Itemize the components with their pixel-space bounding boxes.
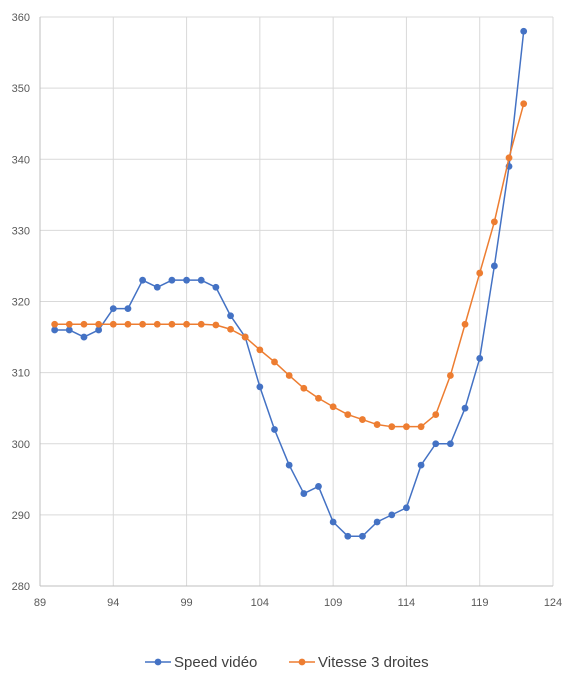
- data-point-speed-video: [183, 276, 190, 284]
- data-point-speed-video: [256, 383, 264, 391]
- data-point-vitesse-3-droites: [168, 320, 176, 328]
- data-point-speed-video: [388, 511, 396, 519]
- y-tick-label: 310: [12, 368, 30, 380]
- data-point-vitesse-3-droites: [432, 411, 440, 418]
- data-point-vitesse-3-droites: [461, 320, 469, 328]
- data-point-speed-video: [359, 532, 366, 540]
- data-point-speed-video: [285, 461, 293, 469]
- data-point-vitesse-3-droites: [359, 416, 366, 423]
- data-point-speed-video: [315, 483, 322, 490]
- series-vitesse-3-droites: [51, 100, 528, 431]
- data-point-speed-video: [432, 440, 440, 448]
- data-point-speed-video: [461, 404, 469, 412]
- data-point-vitesse-3-droites: [403, 423, 410, 431]
- y-tick-label: 290: [12, 510, 30, 522]
- data-point-vitesse-3-droites: [241, 333, 249, 341]
- legend-marker-vitesse-3-droites: [298, 658, 306, 666]
- data-point-vitesse-3-droites: [388, 423, 396, 431]
- data-point-vitesse-3-droites: [476, 269, 484, 277]
- axes: 280 290 300 310 320 330 340 350 360 89 94 99 104 109 1…: [12, 12, 563, 609]
- legend-item-vitesse-3-droites: Vitesse 3 droites: [289, 654, 429, 671]
- data-point-speed-video: [51, 326, 59, 334]
- data-point-speed-video: [153, 283, 161, 291]
- series-speed-video: [51, 27, 528, 540]
- x-tick-label: 109: [324, 597, 342, 609]
- series-layer: [51, 27, 528, 540]
- y-tick-label: 350: [12, 83, 30, 95]
- data-point-vitesse-3-droites: [447, 372, 454, 379]
- legend-label-speed-video: Speed vidéo: [174, 654, 257, 671]
- series-line-speed-video: [54, 31, 525, 537]
- data-point-speed-video: [344, 532, 352, 540]
- data-point-speed-video: [271, 426, 278, 433]
- x-tick-label: 94: [107, 597, 119, 609]
- data-point-vitesse-3-droites: [95, 320, 103, 328]
- data-point-vitesse-3-droites: [520, 100, 528, 108]
- data-point-vitesse-3-droites: [285, 372, 293, 379]
- data-point-vitesse-3-droites: [65, 320, 73, 328]
- data-point-speed-video: [329, 518, 337, 526]
- data-point-speed-video: [227, 312, 234, 320]
- data-point-speed-video: [447, 440, 454, 448]
- data-point-vitesse-3-droites: [300, 384, 308, 392]
- x-tick-label: 99: [180, 597, 192, 609]
- data-point-speed-video: [476, 355, 484, 362]
- data-point-vitesse-3-droites: [373, 421, 381, 428]
- legend: Speed vidéo Vitesse 3 droites: [145, 654, 429, 671]
- legend-item-speed-video: Speed vidéo: [145, 654, 257, 671]
- data-point-vitesse-3-droites: [315, 394, 322, 402]
- data-point-speed-video: [124, 305, 132, 313]
- data-point-vitesse-3-droites: [329, 403, 337, 411]
- x-tick-label: 89: [34, 597, 46, 609]
- data-point-speed-video: [109, 305, 117, 313]
- data-point-vitesse-3-droites: [124, 320, 132, 328]
- data-point-vitesse-3-droites: [153, 320, 161, 328]
- data-point-speed-video: [403, 504, 410, 512]
- x-tick-label: 104: [251, 597, 269, 609]
- data-point-vitesse-3-droites: [212, 321, 220, 329]
- gridlines: [39, 16, 554, 587]
- data-point-speed-video: [168, 276, 176, 284]
- data-point-vitesse-3-droites: [80, 320, 88, 328]
- y-tick-label: 340: [12, 154, 30, 166]
- x-tick-label: 114: [398, 597, 416, 609]
- data-point-speed-video: [80, 333, 88, 341]
- data-point-speed-video: [95, 326, 103, 334]
- data-point-speed-video: [520, 27, 528, 35]
- data-point-vitesse-3-droites: [109, 320, 117, 328]
- x-tick-label: 124: [544, 597, 562, 609]
- data-point-vitesse-3-droites: [227, 325, 234, 333]
- data-point-speed-video: [417, 461, 425, 469]
- data-point-speed-video: [197, 276, 205, 284]
- data-point-speed-video: [490, 262, 498, 270]
- y-tick-label: 320: [12, 297, 30, 309]
- y-tick-label: 330: [12, 225, 30, 237]
- data-point-speed-video: [373, 518, 381, 526]
- data-point-vitesse-3-droites: [183, 320, 190, 328]
- data-point-vitesse-3-droites: [505, 154, 513, 162]
- legend-marker-speed-video: [154, 658, 162, 666]
- data-point-vitesse-3-droites: [139, 320, 147, 328]
- data-point-vitesse-3-droites: [344, 411, 352, 418]
- y-tick-label: 280: [12, 581, 30, 593]
- data-point-vitesse-3-droites: [256, 346, 264, 354]
- data-point-vitesse-3-droites: [271, 358, 278, 366]
- data-point-speed-video: [300, 490, 308, 497]
- data-point-vitesse-3-droites: [417, 423, 425, 431]
- data-point-speed-video: [139, 276, 147, 284]
- y-tick-label: 300: [12, 439, 30, 451]
- data-point-speed-video: [212, 283, 220, 291]
- data-point-speed-video: [65, 326, 73, 334]
- data-point-vitesse-3-droites: [197, 320, 205, 328]
- legend-label-vitesse-3-droites: Vitesse 3 droites: [318, 654, 429, 671]
- x-tick-label: 119: [471, 597, 489, 609]
- data-point-vitesse-3-droites: [51, 320, 59, 328]
- data-point-vitesse-3-droites: [490, 218, 498, 226]
- y-tick-label: 360: [12, 12, 30, 24]
